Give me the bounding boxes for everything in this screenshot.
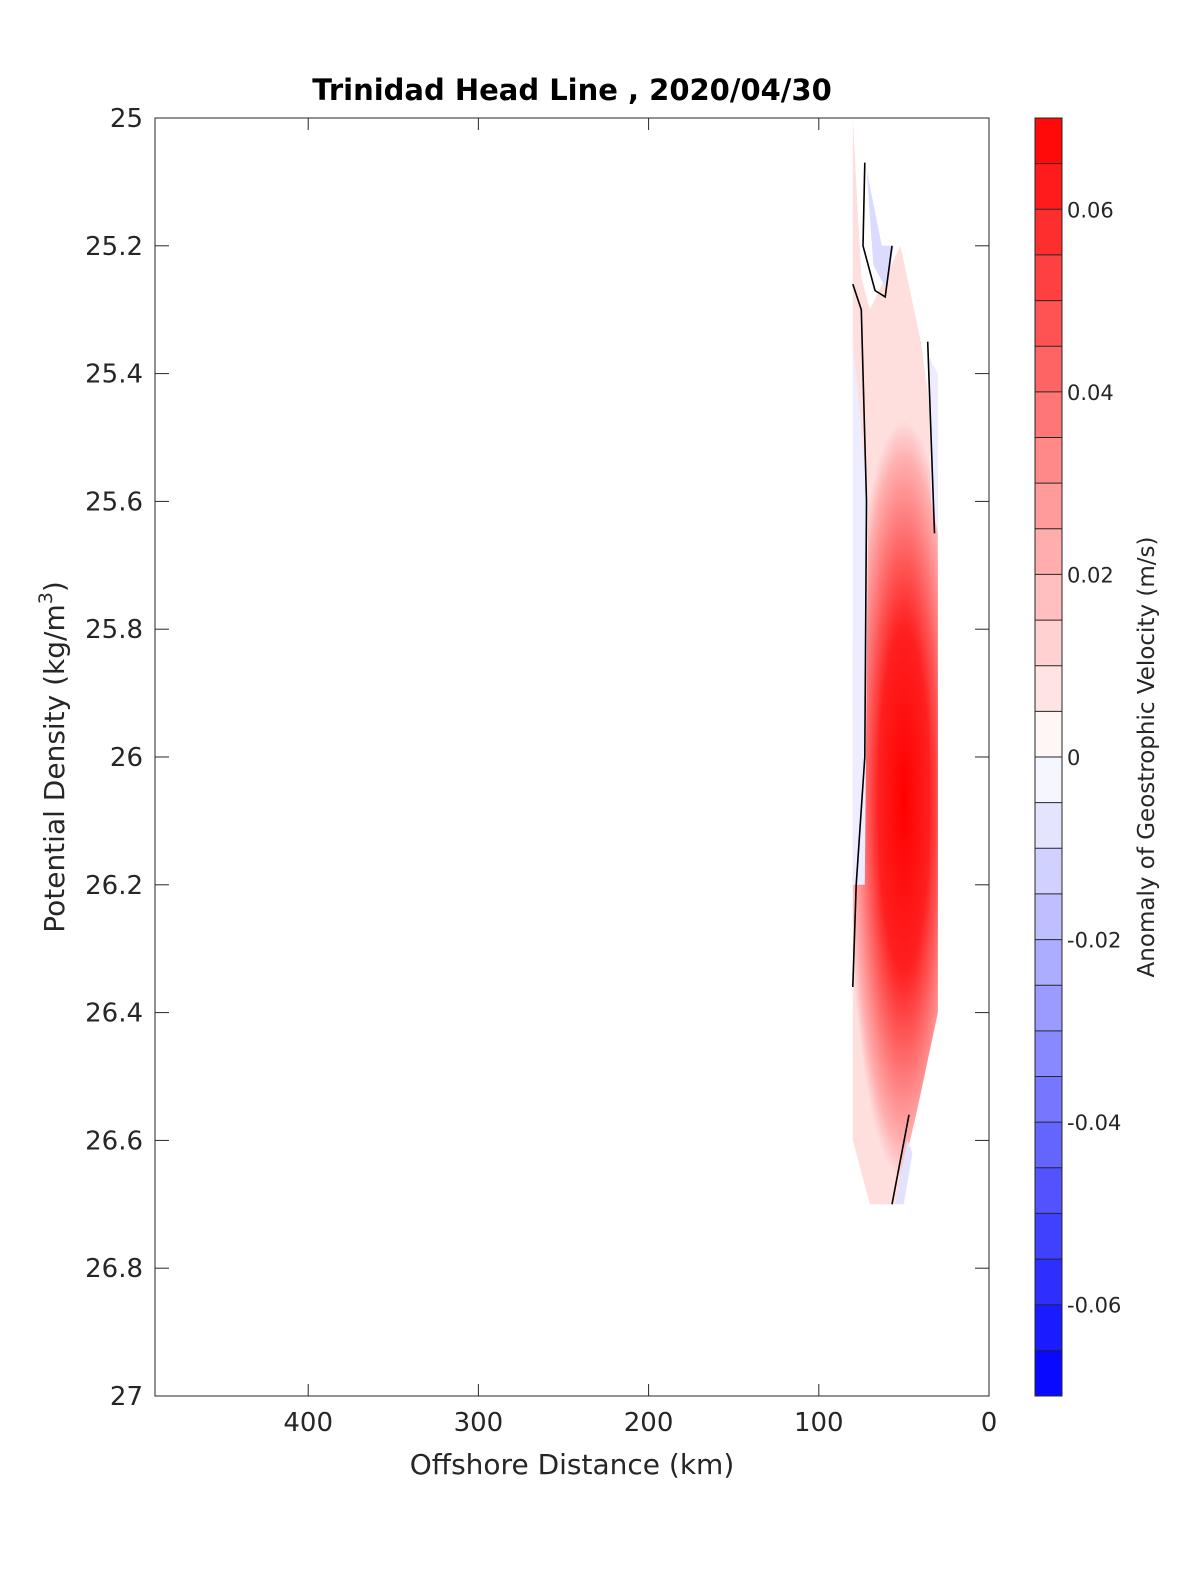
y-axis: 25 25.2 25.4 25.6 25.8 26 26.2 26.4 26.6 26.8 27 (85, 104, 989, 1412)
colorbar-title: Anomaly of Geostrophic Velocity (m/s) (1134, 537, 1160, 978)
contour-fill-layer (852, 118, 938, 1205)
x-tick-label: 100 (794, 1408, 844, 1438)
colorbar-tick-label: -0.02 (1067, 929, 1121, 953)
y-axis-title-superscript: 3 (35, 592, 57, 604)
contour-region-5 (895, 1140, 913, 1205)
plot-background (155, 118, 989, 1396)
x-axis: 400 300 200 100 0 (283, 118, 997, 1438)
colorbar-segment (1035, 893, 1062, 940)
zero-contour-layer (852, 162, 936, 1205)
plot-area: 400 300 200 100 0 25 25.2 25.4 25.6 25.8 26 26.2 26… (85, 104, 997, 1438)
colorbar-segment (1035, 1213, 1062, 1260)
colorbar-segment (1035, 665, 1062, 712)
colorbar-segment (1035, 620, 1062, 667)
colorbar-segment (1035, 848, 1062, 895)
colorbar-segment (1035, 711, 1062, 758)
zero-contour-line-1 (862, 162, 893, 299)
colorbar-segment (1035, 1350, 1062, 1397)
colorbar-segment (1035, 483, 1062, 530)
colorbar-segment (1035, 346, 1062, 393)
y-tick-label: 25.6 (85, 487, 143, 517)
colorbar-segment (1035, 300, 1062, 347)
x-tick-label: 200 (624, 1408, 674, 1438)
colorbar-segment (1035, 1030, 1062, 1077)
colorbar-segment (1035, 118, 1062, 164)
colorbar-segment (1035, 163, 1062, 210)
colorbar-segments (1035, 118, 1062, 1397)
x-tick-label: 0 (981, 1408, 998, 1438)
colorbar-tick-label: -0.04 (1067, 1111, 1121, 1135)
x-tick-label: 400 (283, 1408, 333, 1438)
x-axis-title: Offshore Distance (km) (410, 1448, 735, 1481)
y-tick-label: 25.2 (85, 232, 143, 262)
colorbar-segment (1035, 1122, 1062, 1169)
colorbar-frame (1034, 117, 1063, 1397)
colorbar-segment (1035, 1167, 1062, 1214)
colorbar-segment (1035, 391, 1062, 438)
y-tick-label: 26.2 (85, 871, 143, 901)
y-tick-label: 25.4 (85, 360, 143, 390)
colorbar-tick-label: 0 (1067, 746, 1080, 770)
zero-contour-line-2 (852, 283, 868, 988)
colorbar-segment (1035, 254, 1062, 301)
colorbar-segment (1035, 1076, 1062, 1123)
contour-region-2 (866, 169, 894, 291)
chart-title: Trinidad Head Line , 2020/04/30 (312, 73, 832, 107)
colorbar-segment (1035, 1259, 1062, 1306)
y-axis-title: Potential Density (kg/m3) (35, 581, 71, 933)
colorbar-tick-label: 0.06 (1067, 198, 1114, 222)
zero-contour-line-3 (926, 341, 936, 534)
x-tick-label: 300 (454, 1408, 504, 1438)
colorbar-segment (1035, 939, 1062, 986)
y-axis-title-close: ) (38, 581, 71, 592)
colorbar-segment (1035, 1304, 1062, 1351)
y-tick-label: 26 (110, 743, 143, 773)
colorbar-tick-label: -0.06 (1067, 1294, 1121, 1318)
colorbar-segment (1035, 985, 1062, 1032)
contour-region-1 (852, 118, 938, 1205)
y-tick-label: 26.8 (85, 1254, 143, 1284)
colorbar-segment (1035, 528, 1062, 575)
y-tick-label: 25.8 (85, 615, 143, 645)
y-axis-title-main: Potential Density (kg/m (38, 604, 71, 933)
colorbar-segment (1035, 209, 1062, 256)
colorbar: 0.06 0.04 0.02 0 -0.02 -0.04 -0.06 Anomaly of … (1034, 117, 1160, 1397)
zero-contour-line-4 (891, 1114, 910, 1205)
colorbar-tick-label: 0.02 (1067, 563, 1114, 587)
y-tick-label: 25 (110, 104, 143, 134)
colorbar-tick-label: 0.04 (1067, 381, 1114, 405)
colorbar-ticks: 0.06 0.04 0.02 0 -0.02 -0.04 -0.06 (1067, 198, 1121, 1317)
y-tick-label: 27 (110, 1382, 143, 1412)
colorbar-segment (1035, 757, 1062, 803)
y-tick-label: 26.6 (85, 1126, 143, 1156)
y-tick-label: 26.4 (85, 999, 143, 1029)
colorbar-segment (1035, 574, 1062, 621)
colorbar-segment (1035, 802, 1062, 849)
colorbar-segment (1035, 437, 1062, 484)
